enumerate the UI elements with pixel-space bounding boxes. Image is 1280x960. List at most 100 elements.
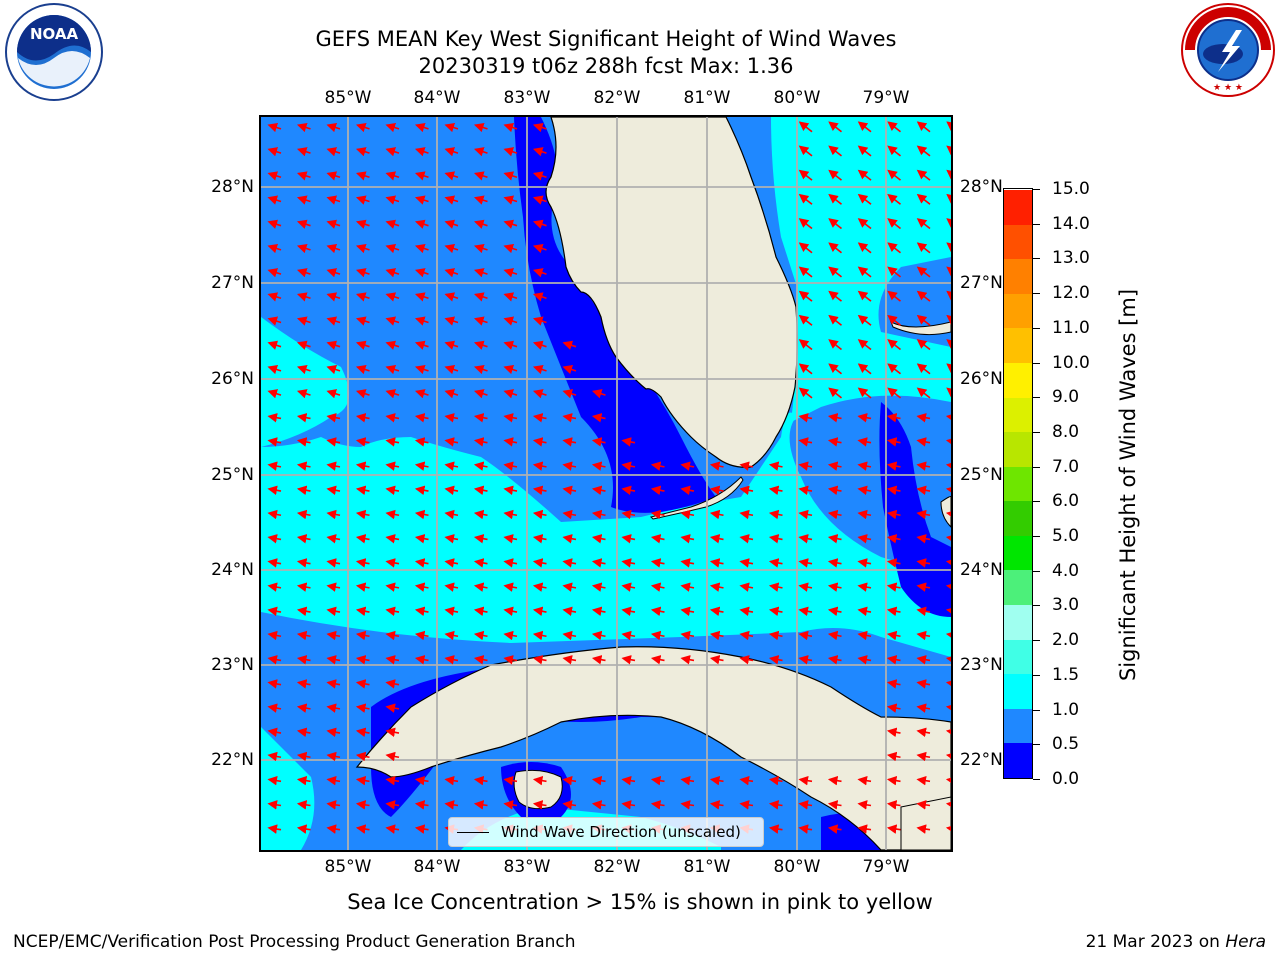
wave-direction-arrow — [946, 218, 951, 228]
wave-direction-arrow — [473, 171, 488, 181]
wave-direction-arrow — [857, 558, 872, 568]
wave-direction-arrow — [650, 509, 665, 520]
wave-direction-arrow — [296, 751, 311, 762]
colorbar-segment — [1004, 639, 1032, 675]
colorbar-segment — [1004, 397, 1032, 433]
wave-direction-arrow — [916, 606, 931, 617]
lat-tick-left: 23°N — [211, 655, 254, 675]
wave-direction-arrow — [768, 509, 783, 520]
wave-direction-arrow — [503, 655, 518, 665]
wave-direction-arrow — [916, 387, 931, 399]
wave-direction-arrow — [827, 485, 842, 496]
colorbar-tick — [1033, 709, 1040, 711]
lon-tick-top: 82°W — [593, 88, 641, 108]
wave-direction-arrow — [355, 340, 370, 350]
wave-direction-arrow — [296, 558, 311, 568]
colorbar-segment — [1004, 224, 1032, 260]
wave-direction-arrow — [355, 364, 370, 375]
wave-direction-arrow — [739, 655, 754, 665]
wave-direction-arrow — [296, 679, 311, 689]
wave-direction-arrow — [827, 558, 842, 568]
wave-direction-arrow — [414, 655, 429, 665]
lat-tick-right: 28°N — [960, 177, 1003, 197]
wave-direction-arrow — [267, 751, 282, 762]
wave-direction-arrow — [946, 169, 951, 180]
colorbar-tick — [1033, 570, 1040, 572]
wave-direction-arrow — [355, 630, 370, 641]
colorbar-tick — [1033, 640, 1040, 642]
wave-direction-arrow — [444, 171, 459, 181]
wave-direction-arrow — [385, 292, 400, 302]
wave-direction-arrow — [355, 243, 370, 254]
wave-direction-arrow — [414, 413, 429, 423]
wave-direction-arrow — [916, 582, 931, 592]
wave-direction-arrow — [798, 121, 813, 133]
wave-direction-arrow — [680, 461, 695, 471]
wave-direction-arrow — [385, 727, 400, 738]
wave-direction-arrow — [709, 775, 724, 786]
wave-direction-arrow — [828, 242, 842, 254]
wave-direction-arrow — [414, 606, 429, 617]
wave-direction-arrow — [916, 703, 931, 713]
wave-direction-arrow — [532, 340, 547, 350]
wave-direction-arrow — [739, 606, 754, 617]
colorbar-tick-label: 7.0 — [1052, 456, 1080, 477]
wave-direction-arrow — [562, 509, 577, 520]
wave-direction-arrow — [503, 606, 518, 617]
footer-host: Hera — [1225, 932, 1266, 952]
wave-direction-arrow — [267, 195, 282, 205]
wave-direction-arrow — [444, 219, 459, 229]
wave-direction-arrow — [798, 145, 813, 157]
wave-direction-arrow — [828, 193, 842, 205]
wave-direction-arrow — [444, 509, 459, 520]
wave-direction-arrow — [532, 389, 547, 399]
wave-direction-arrow — [385, 630, 400, 641]
wave-direction-arrow — [532, 219, 547, 229]
wave-direction-arrow — [916, 824, 931, 834]
wave-direction-arrow — [887, 121, 901, 133]
wave-direction-arrow — [267, 534, 282, 544]
wave-direction-arrow — [444, 485, 459, 496]
wave-direction-arrow — [621, 534, 636, 544]
wave-direction-arrow — [887, 169, 901, 181]
lon-tick-bottom: 84°W — [413, 857, 461, 877]
wave-direction-arrow — [296, 485, 311, 496]
wave-direction-arrow — [385, 703, 400, 713]
wave-direction-arrow — [473, 630, 488, 641]
wave-direction-arrow — [886, 824, 901, 834]
wave-direction-arrow — [916, 121, 931, 133]
wave-direction-arrow — [562, 775, 577, 786]
wave-direction-arrow — [414, 437, 429, 447]
wave-direction-arrow — [739, 485, 754, 496]
wave-direction-arrow — [503, 461, 518, 471]
wave-direction-arrow — [355, 582, 370, 592]
wave-direction-arrow — [385, 606, 400, 617]
wave-direction-arrow — [798, 266, 813, 278]
wave-direction-arrow — [886, 485, 901, 496]
land-bahamas — [890, 320, 951, 336]
wave-direction-arrow — [680, 509, 695, 520]
wave-direction-arrow — [296, 340, 311, 350]
wave-direction-arrow — [296, 389, 311, 399]
lon-tick-bottom: 81°W — [683, 857, 731, 877]
wave-direction-arrow — [385, 582, 400, 592]
lat-tick-left: 26°N — [211, 369, 254, 389]
wave-direction-arrow — [709, 485, 724, 496]
footer-date-text: 21 Mar 2023 on — [1085, 932, 1226, 952]
wave-direction-arrow — [887, 387, 901, 399]
wave-direction-arrow — [621, 509, 636, 520]
wave-direction-arrow — [827, 509, 842, 520]
wave-direction-arrow — [503, 243, 518, 254]
wave-direction-arrow — [267, 703, 282, 713]
wave-direction-arrow — [945, 582, 951, 592]
lat-tick-right: 24°N — [960, 560, 1003, 580]
colorbar-segment — [1004, 466, 1032, 502]
wave-direction-arrow — [532, 655, 547, 665]
wave-direction-arrow — [828, 339, 842, 351]
wave-direction-arrow — [709, 800, 724, 810]
wave-direction-arrow — [296, 413, 311, 423]
colorbar-segment — [1004, 293, 1032, 329]
wave-direction-arrow — [503, 413, 518, 423]
colorbar-segment — [1004, 742, 1032, 778]
wave-direction-arrow — [827, 534, 842, 544]
